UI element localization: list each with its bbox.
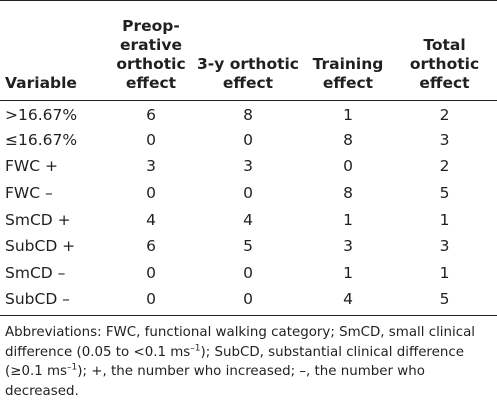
table-cell: 8 xyxy=(243,106,253,125)
table-cell: 4 xyxy=(146,210,156,229)
header-rule xyxy=(0,100,497,101)
table-cell: 8 xyxy=(343,130,353,149)
column-header-0: Variable xyxy=(0,0,110,100)
table-cell: 1 xyxy=(343,263,353,282)
table-body: >16.67% 6 8 1 2 ≤16.67% 0 0 8 3 FWC + 3 3 0 2 FWC – 0 0 8 5… xyxy=(0,100,497,313)
footnote-text-3: ); +, the number who increased; –, the n… xyxy=(5,364,425,399)
table-cell: 5 xyxy=(439,290,450,309)
table-cell: 0 xyxy=(243,263,253,282)
row-label: ≤16.67% xyxy=(5,130,78,149)
data-table: Variable Preop-erative orthotic effect 3-y o… xyxy=(0,0,497,313)
table-cell: 0 xyxy=(146,263,156,282)
column-header-line: effect xyxy=(222,74,274,92)
table-footnote: Abbreviations: FWC, functional walking c… xyxy=(5,323,495,401)
top-rule xyxy=(0,0,497,1)
row-label: SmCD – xyxy=(5,263,66,282)
table-cell: 0 xyxy=(243,130,253,149)
table-cell: 4 xyxy=(243,210,253,229)
table-cell: 5 xyxy=(439,184,450,203)
footnote-text-1: Abbreviations: FWC, functional walking c… xyxy=(5,325,476,360)
column-header-line: effect xyxy=(419,74,470,92)
column-header-line: Preop- xyxy=(122,17,180,35)
row-label: SubCD + xyxy=(5,237,76,256)
footnote-superscript-2: –1 xyxy=(67,362,78,373)
table-cell: 6 xyxy=(146,106,156,125)
column-header-line: effect xyxy=(322,74,374,92)
column-header-1: Preop-erative orthotic effect xyxy=(110,0,192,100)
column-header-line: Training xyxy=(312,55,384,73)
table-cell: 3 xyxy=(439,237,450,256)
column-header-line: orthotic xyxy=(116,55,186,73)
column-header-line: Variable xyxy=(5,74,77,92)
table-row: SubCD + 6 5 3 3 xyxy=(0,233,497,260)
footnote-text-2: ); SubCD, substantial clinical differenc… xyxy=(5,344,464,380)
row-label: FWC + xyxy=(5,157,58,176)
row-label: >16.67% xyxy=(5,106,78,125)
table-cell: 0 xyxy=(146,130,156,149)
column-header-line: Total xyxy=(423,36,466,54)
table-row: FWC + 3 3 0 2 xyxy=(0,153,497,180)
column-header-line: orthotic xyxy=(409,55,480,73)
footnote-superscript-1: –1 xyxy=(190,343,201,354)
table-row: SmCD – 0 0 1 1 xyxy=(0,260,497,287)
table-cell: 3 xyxy=(343,237,353,256)
table-cell: 0 xyxy=(146,184,156,203)
table-cell: 6 xyxy=(146,237,156,256)
table-row: >16.67% 6 8 1 2 xyxy=(0,100,497,127)
row-label: SubCD – xyxy=(5,290,70,309)
table-cell: 2 xyxy=(439,157,450,176)
table-header: Variable Preop-erative orthotic effect 3-y o… xyxy=(0,0,497,100)
table-cell: 1 xyxy=(343,210,353,229)
table-cell: 5 xyxy=(243,237,253,256)
table-cell: 3 xyxy=(146,157,156,176)
bottom-rule xyxy=(0,315,497,316)
table-cell: 0 xyxy=(243,290,253,309)
table-cell: 0 xyxy=(146,290,156,309)
table-cell: 0 xyxy=(243,184,253,203)
table-cell: 8 xyxy=(343,184,353,203)
table-row: FWC – 0 0 8 5 xyxy=(0,180,497,207)
column-header-4: Total orthotic effect xyxy=(392,0,497,100)
column-header-line: 3-y orthotic xyxy=(196,55,299,73)
column-header-3: Training effect xyxy=(304,0,392,100)
table-cell: 4 xyxy=(343,290,353,309)
table-cell: 3 xyxy=(439,130,450,149)
row-label: FWC – xyxy=(5,184,53,203)
table-cell: 1 xyxy=(343,106,353,125)
table-row: SmCD + 4 4 1 1 xyxy=(0,206,497,233)
column-header-line: erative xyxy=(120,36,182,54)
table-cell: 3 xyxy=(243,157,253,176)
column-header-line: effect xyxy=(125,74,177,92)
table-cell: 0 xyxy=(343,157,353,176)
table-row: ≤16.67% 0 0 8 3 xyxy=(0,127,497,154)
header-row: Variable Preop-erative orthotic effect 3-y o… xyxy=(0,0,497,100)
table-row: SubCD – 0 0 4 5 xyxy=(0,286,497,313)
table-cell: 2 xyxy=(439,106,450,125)
column-header-2: 3-y orthotic effect xyxy=(192,0,304,100)
table-cell: 1 xyxy=(439,263,450,282)
row-label: SmCD + xyxy=(5,210,71,229)
table-cell: 1 xyxy=(439,210,450,229)
